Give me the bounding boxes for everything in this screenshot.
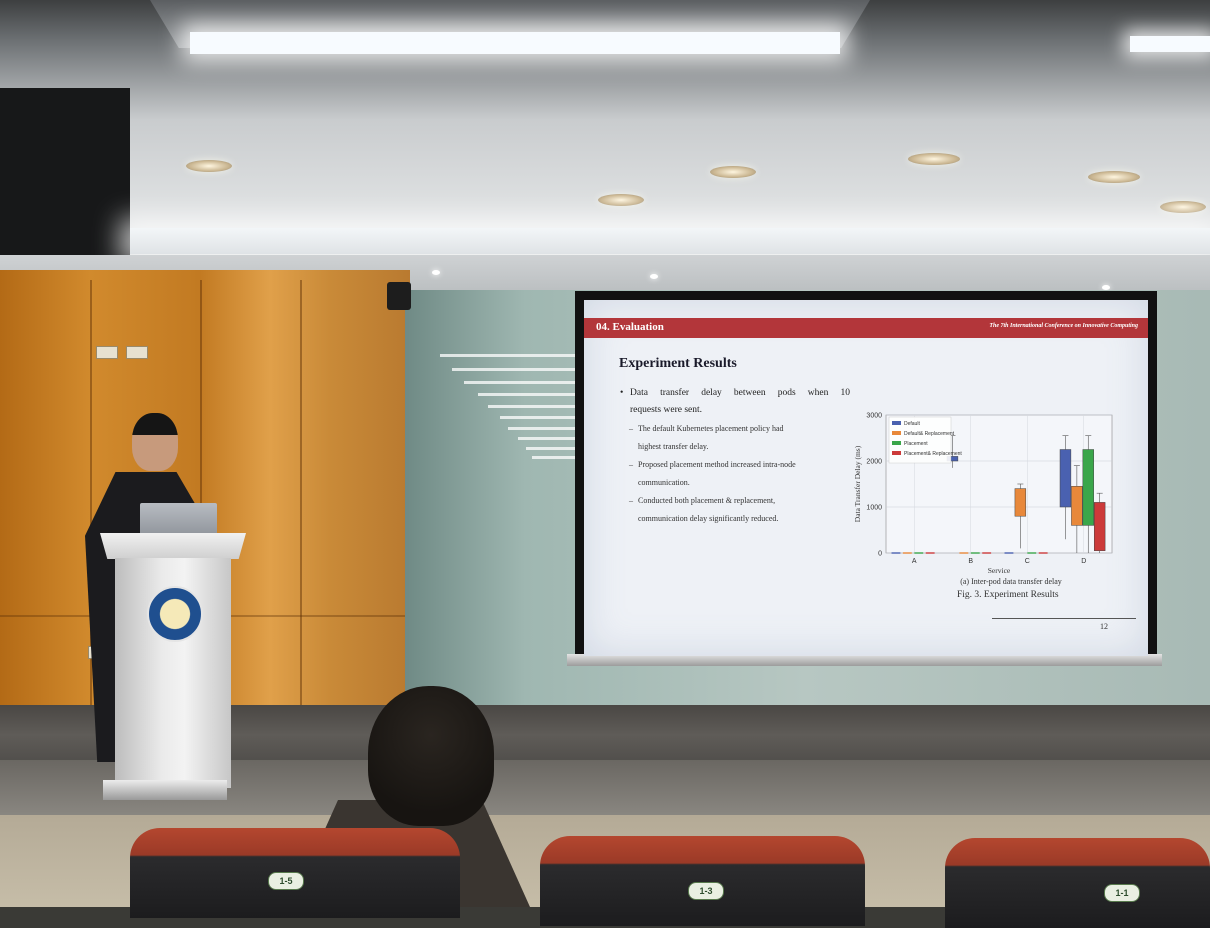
slide-conference-name: The 7th International Conference on Inno… (989, 323, 1138, 329)
legend-swatch (892, 431, 901, 435)
stair-reflection (478, 393, 578, 396)
laptop (140, 503, 217, 537)
subbullet-line: Conducted both placement & replacement, (638, 496, 776, 505)
legend-label: Placement& Replacement (904, 451, 962, 457)
slide-page-number: 12 (1100, 622, 1108, 631)
recessed-light (432, 270, 440, 275)
subbullet-line: communication delay significantly reduce… (638, 514, 779, 523)
presentation-slide: 04. Evaluation The 7th International Con… (584, 300, 1148, 656)
podium-base (103, 780, 227, 800)
recessed-light (1102, 285, 1110, 290)
dash-marker: – (629, 460, 633, 469)
seat-number-tag: 1-1 (1104, 884, 1140, 902)
wall-outlet (96, 346, 118, 359)
slide-section-title: 04. Evaluation (596, 321, 664, 333)
subbullet-line: highest transfer delay. (638, 442, 709, 451)
x-tick-label: D (1081, 558, 1086, 565)
university-seal-logo (147, 586, 203, 642)
stair-reflection (518, 437, 578, 440)
seat-number-tag: 1-3 (688, 882, 724, 900)
downlight (908, 153, 960, 165)
legend-label: Default& Replacement (904, 431, 955, 437)
security-camera (387, 282, 411, 310)
y-tick-label: 2000 (866, 459, 882, 466)
wood-seam (300, 280, 302, 710)
y-tick-label: 1000 (866, 505, 882, 512)
box-placement-replacement (1093, 502, 1106, 551)
x-tick-label: B (968, 558, 973, 565)
stair-reflection (532, 456, 578, 459)
legend-label: Placement (904, 441, 928, 447)
y-tick-label: 0 (878, 551, 882, 558)
x-tick-label: C (1025, 558, 1030, 565)
stair-reflection (508, 427, 578, 430)
stair-reflection (464, 381, 579, 384)
downlight (1088, 171, 1140, 183)
stair-reflection (488, 405, 578, 408)
box-placement (1082, 449, 1094, 526)
x-axis-label: Service (988, 566, 1011, 575)
slide-title: Experiment Results (619, 356, 737, 371)
seat-number-tag: 1-5 (268, 872, 304, 890)
presenter-head (132, 413, 178, 471)
downlight (186, 160, 232, 172)
box-plot-chart: 0 1000 2000 3000 A B C D Service Data Transfer De… (853, 413, 1113, 586)
projection-screen-bar (567, 654, 1162, 666)
audience-member-head (368, 686, 494, 826)
wood-seam (200, 280, 202, 710)
box-default-replacement (1014, 488, 1027, 517)
slide-bullet: • Data transfer delay between pods when … (620, 385, 850, 419)
box-default-replacement (1071, 486, 1083, 526)
stair-reflection (452, 368, 577, 371)
auditorium-seat (540, 836, 865, 926)
legend-label: Default (904, 421, 920, 427)
podium-top (100, 533, 246, 559)
stair-reflection (440, 354, 575, 357)
legend-swatch (892, 451, 901, 455)
recessed-light (650, 274, 658, 279)
soffit-light (130, 228, 1210, 254)
subbullet: – Conducted both placement & replacement… (629, 492, 869, 528)
subbullet: – Proposed placement method increased in… (629, 456, 869, 492)
ceiling-light-strip-right (1130, 36, 1210, 52)
downlight (710, 166, 756, 178)
downlight (1160, 201, 1206, 213)
bullet-text-line: Data transfer delay between pods when 10 (630, 388, 850, 398)
wall-speaker (0, 88, 130, 258)
bullet-marker: • (620, 388, 624, 398)
wood-seam (90, 280, 92, 710)
subbullet-line: communication. (638, 478, 690, 487)
box-default (1059, 449, 1072, 508)
auditorium-seat (945, 838, 1210, 928)
dash-marker: – (629, 496, 633, 505)
dash-marker: – (629, 424, 633, 433)
subbullet-line: Proposed placement method increased intr… (638, 460, 796, 469)
slide-footer-rule (992, 618, 1136, 619)
y-axis-label: Data Transfer Delay (ms) (853, 445, 862, 522)
bullet-text-line: requests were sent. (630, 405, 703, 415)
ceiling-light-strip (190, 32, 840, 54)
subbullet-line: The default Kubernetes placement policy … (638, 424, 784, 433)
wall-outlet (126, 346, 148, 359)
slide-header: 04. Evaluation The 7th International Con… (584, 318, 1148, 338)
stair-reflection (500, 416, 578, 419)
x-tick-label: A (912, 558, 917, 565)
bullet-text: Data transfer delay between pods when 10… (630, 385, 850, 419)
subbullet: – The default Kubernetes placement polic… (629, 420, 869, 456)
subfigure-caption: (a) Inter-pod data transfer delay (960, 577, 1062, 586)
y-tick-label: 3000 (866, 413, 882, 420)
figure-caption: Fig. 3. Experiment Results (957, 590, 1059, 600)
stair-reflection (526, 447, 578, 450)
slide-subbullets: – The default Kubernetes placement polic… (629, 420, 869, 528)
legend-swatch (892, 441, 901, 445)
legend-swatch (892, 421, 901, 425)
downlight (598, 194, 644, 206)
